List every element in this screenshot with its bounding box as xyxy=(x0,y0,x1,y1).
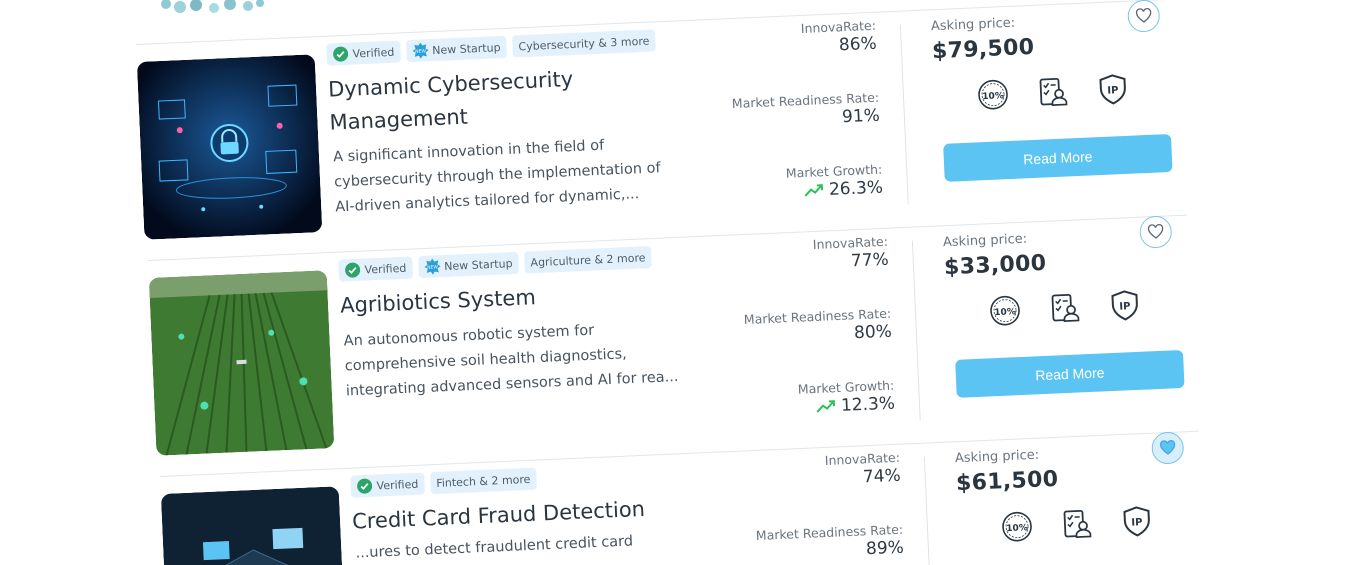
column-divider xyxy=(911,240,921,421)
svg-text:IP: IP xyxy=(1107,85,1119,96)
new-startup-badge: NEW New Startup xyxy=(417,251,519,279)
top-10-percent-icon: 10% xyxy=(978,79,1008,110)
market-readiness-value: 80% xyxy=(853,321,893,344)
badge-row: Verified NEW New Startup Cybersecurity &… xyxy=(326,29,656,66)
top-10-percent-icon: 10% xyxy=(1002,511,1032,542)
checklist-person-icon xyxy=(1051,293,1080,322)
favorite-button[interactable] xyxy=(1139,215,1173,249)
asking-price-value: $79,500 xyxy=(931,34,1035,65)
asking-price-label: Asking price: xyxy=(954,447,1040,467)
market-growth-value: 26.3% xyxy=(804,178,884,203)
checklist-person-icon xyxy=(1063,509,1092,538)
feature-icons: 10% IP xyxy=(976,73,1129,112)
checklist-person-icon xyxy=(1039,77,1068,106)
trend-up-icon xyxy=(816,400,836,413)
asking-price-label: Asking price: xyxy=(930,15,1016,35)
heart-icon xyxy=(1147,223,1164,239)
verified-check-icon xyxy=(333,46,349,62)
verified-badge: Verified xyxy=(350,472,425,498)
read-more-button[interactable]: Read More xyxy=(943,133,1173,182)
feature-icons: 10% IP xyxy=(988,289,1141,328)
agriculture-field-image[interactable] xyxy=(148,270,335,456)
svg-text:IP: IP xyxy=(1119,301,1131,312)
top-10-percent-icon: 10% xyxy=(990,295,1020,326)
ip-shield-icon: IP xyxy=(1099,74,1126,105)
heart-icon xyxy=(1135,7,1152,23)
listing-card: Verified NEW New Startup Cybersecurity &… xyxy=(136,0,1185,262)
listing-description: A significant innovation in the field of… xyxy=(332,137,661,216)
column-divider xyxy=(923,456,933,565)
cybersecurity-image[interactable] xyxy=(136,54,323,240)
svg-text:10%: 10% xyxy=(982,91,1004,102)
previous-card-image xyxy=(156,0,266,14)
svg-text:IP: IP xyxy=(1131,517,1143,528)
listing-description: An autonomous robotic system for compreh… xyxy=(343,322,679,400)
market-readiness-value: 89% xyxy=(865,537,905,560)
column-divider xyxy=(899,24,909,205)
svg-text:10%: 10% xyxy=(1006,523,1028,534)
market-growth-value: 12.3% xyxy=(816,394,896,419)
badge-row: Verified Fintech & 2 more xyxy=(350,467,537,498)
fintech-isometric-image[interactable] xyxy=(160,486,347,565)
asking-price-value: $61,500 xyxy=(955,466,1059,497)
innova-rate-value: 74% xyxy=(862,465,902,488)
svg-text:10%: 10% xyxy=(994,307,1016,318)
category-badge[interactable]: Fintech & 2 more xyxy=(429,467,537,495)
new-star-icon: NEW xyxy=(424,258,441,275)
asking-price-label: Asking price: xyxy=(942,231,1028,251)
category-badge[interactable]: Agriculture & 2 more xyxy=(524,246,652,274)
read-more-button[interactable]: Read More xyxy=(955,349,1185,398)
asking-price-value: $33,000 xyxy=(943,250,1047,281)
ip-shield-icon: IP xyxy=(1111,290,1138,321)
innova-rate-value: 77% xyxy=(850,249,890,272)
trend-up-icon xyxy=(804,184,824,197)
listing-title[interactable]: Agribiotics System xyxy=(339,285,537,318)
new-star-icon: NEW xyxy=(412,42,429,59)
new-startup-badge: NEW New Startup xyxy=(405,35,507,63)
verified-check-icon xyxy=(345,262,361,278)
verified-check-icon xyxy=(357,478,373,494)
svg-text:NEW: NEW xyxy=(427,264,438,270)
feature-icons: 10% IP xyxy=(1000,505,1153,544)
verified-badge: Verified xyxy=(326,40,401,66)
badge-row: Verified NEW New Startup Agriculture & 2… xyxy=(338,246,652,282)
ip-shield-icon: IP xyxy=(1123,506,1150,537)
svg-text:NEW: NEW xyxy=(415,48,426,54)
listing-card: Verified NEW New Startup Agriculture & 2… xyxy=(148,214,1197,478)
listing-title[interactable]: Dynamic Cybersecurity Management xyxy=(327,66,574,135)
heart-filled-icon xyxy=(1159,440,1176,455)
favorite-button[interactable] xyxy=(1127,0,1161,33)
market-readiness-value: 91% xyxy=(841,105,881,128)
favorite-button[interactable] xyxy=(1151,431,1185,465)
innova-rate-value: 86% xyxy=(838,33,878,56)
category-badge[interactable]: Cybersecurity & 3 more xyxy=(512,29,656,58)
verified-badge: Verified xyxy=(338,256,413,282)
